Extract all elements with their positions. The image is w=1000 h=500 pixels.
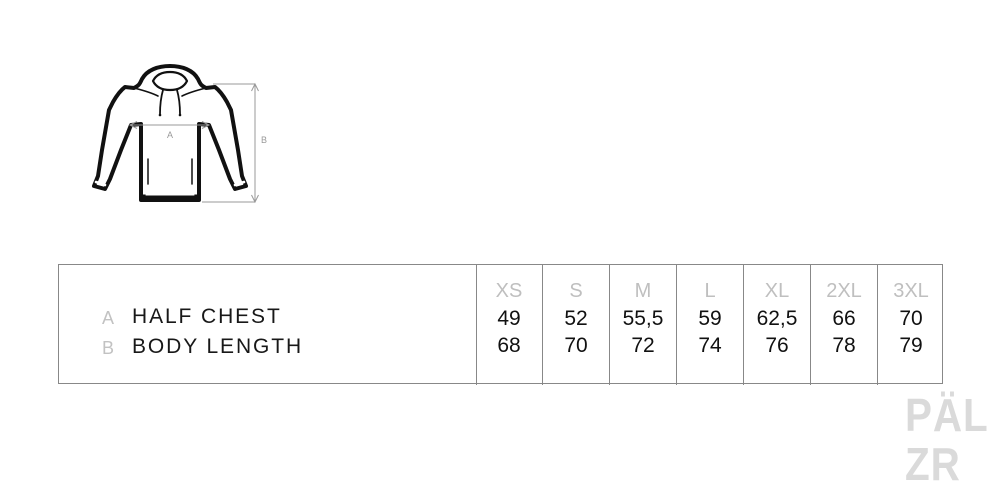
svg-text:B: B [261, 135, 267, 145]
svg-text:A: A [167, 130, 173, 140]
